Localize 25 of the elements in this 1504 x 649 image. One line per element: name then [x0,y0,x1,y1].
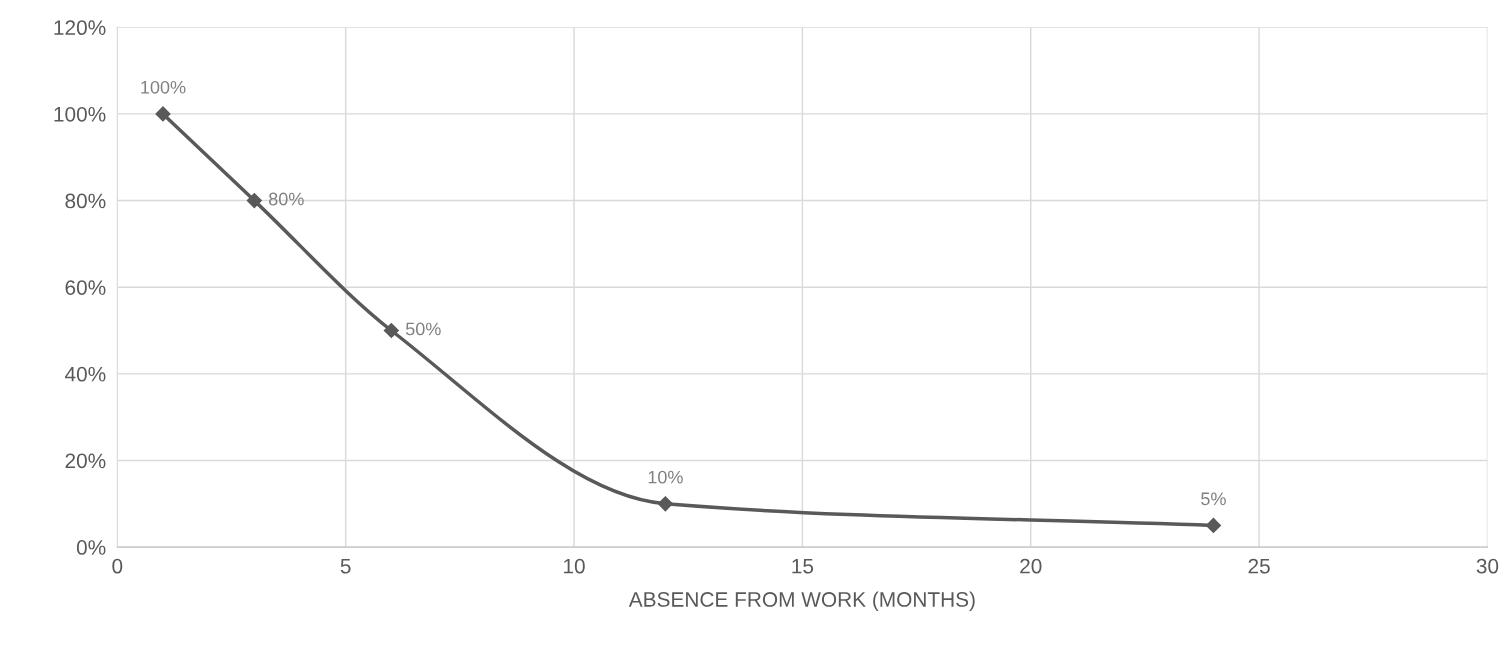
point [383,322,399,339]
x-tick-label: 10 [564,558,585,574]
y-tick-label: 20% [65,453,106,469]
data-label: 80% [269,192,304,206]
data-label: 50% [405,322,441,336]
point [657,496,673,512]
x-tick-label: 15 [792,558,814,574]
x-tick-label: 30 [1476,558,1499,574]
x-tick-label: 25 [1248,558,1270,574]
y-tick-label: 0% [76,540,106,555]
y-tick-label: 80% [65,193,106,209]
data-label: 100% [141,80,186,94]
y-tick-label: 120% [54,20,106,36]
y-tick-label: 40% [64,366,106,382]
point [155,106,171,122]
point [1205,517,1221,534]
x-tick-label: 20 [1020,558,1042,574]
y-tick-label: 100% [54,106,106,122]
x-tick-label: 5 [340,558,351,574]
point [246,192,262,209]
data-label: 5% [1201,492,1226,506]
data-label: 10% [648,470,683,484]
x-axis-title: ABSENCE FROM WORK (MONTHS) [628,591,975,611]
y-tick-label: 60% [65,280,106,295]
x-tick-label: 0 [112,558,123,574]
